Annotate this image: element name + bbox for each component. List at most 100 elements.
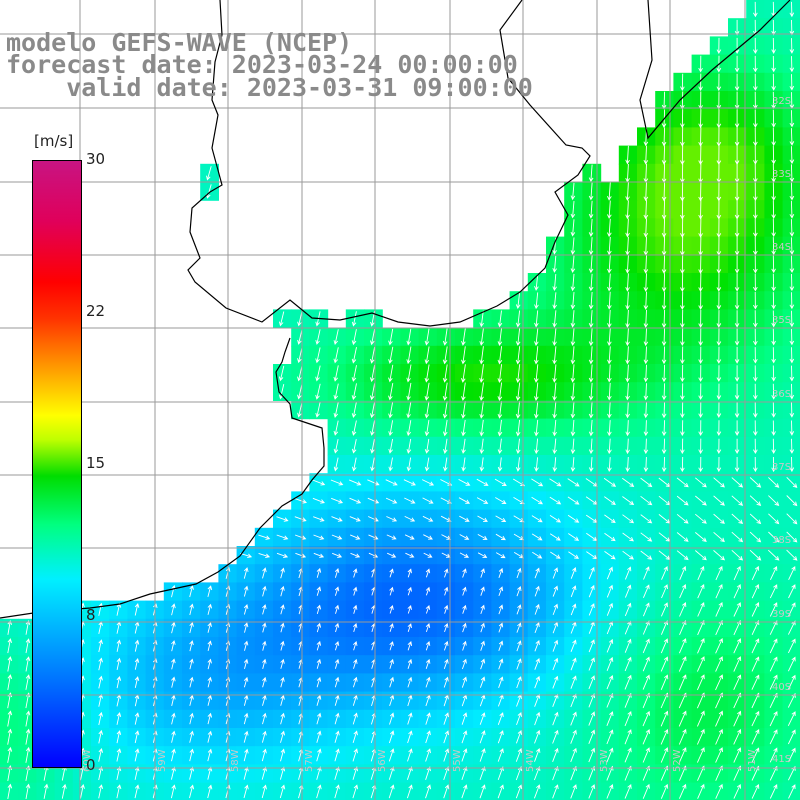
wind-arrow xyxy=(243,603,249,615)
wind-arrow xyxy=(534,274,539,291)
wind-arrow xyxy=(534,438,539,455)
wind-arrow xyxy=(461,382,466,401)
wind-arrow xyxy=(334,586,340,596)
wind-arrow xyxy=(570,182,576,201)
wind-arrow xyxy=(753,73,758,91)
wind-arrow xyxy=(661,145,667,165)
wind-arrow xyxy=(552,784,559,799)
wind-arrow xyxy=(388,364,394,383)
wind-arrow xyxy=(788,602,796,617)
wind-arrow xyxy=(407,623,412,632)
wind-arrow xyxy=(443,730,450,744)
longitude-label: 59W xyxy=(157,749,168,772)
wind-arrow xyxy=(607,328,612,347)
wind-arrow xyxy=(751,747,760,763)
wind-arrow xyxy=(333,383,339,400)
wind-arrow xyxy=(552,457,558,472)
wind-arrow xyxy=(734,109,740,129)
wind-arrow xyxy=(788,584,796,599)
wind-arrow xyxy=(534,603,540,615)
wind-arrow xyxy=(261,766,267,780)
wind-arrow xyxy=(516,658,522,670)
wind-arrow xyxy=(680,273,685,292)
wind-arrow xyxy=(207,766,213,780)
wind-arrow xyxy=(443,658,449,670)
wind-arrow xyxy=(787,747,796,763)
wind-arrow xyxy=(552,657,559,671)
wind-arrow xyxy=(480,640,486,651)
wind-arrow xyxy=(716,273,722,292)
wind-arrow xyxy=(771,237,776,256)
wind-arrow xyxy=(660,783,669,799)
wind-arrow xyxy=(789,328,795,346)
wind-arrow xyxy=(312,479,326,486)
wind-arrow xyxy=(716,420,722,437)
wind-arrow xyxy=(716,365,722,382)
wind-arrow xyxy=(315,329,321,345)
wind-arrow xyxy=(606,693,614,708)
wind-arrow xyxy=(424,401,430,419)
wind-arrow xyxy=(731,513,744,525)
wind-arrow xyxy=(570,255,576,274)
wind-arrow xyxy=(552,603,559,616)
wind-arrow xyxy=(552,639,559,652)
wind-arrow xyxy=(660,674,669,690)
wind-arrow xyxy=(570,292,576,310)
wind-arrow xyxy=(497,419,503,437)
wind-arrow xyxy=(552,364,557,383)
wind-arrow xyxy=(788,784,796,799)
wind-arrow xyxy=(552,419,557,437)
wind-arrow xyxy=(734,402,740,418)
wind-arrow xyxy=(461,438,466,454)
wind-arrow xyxy=(279,784,286,799)
wind-arrow xyxy=(171,658,176,670)
wind-arrow xyxy=(332,552,343,558)
wind-arrow xyxy=(607,401,612,419)
wind-arrow xyxy=(789,292,795,310)
wind-arrow xyxy=(258,534,271,540)
colorbar-tick-0: 0 xyxy=(86,756,96,774)
wind-arrow xyxy=(568,551,579,559)
wind-arrow xyxy=(116,748,122,762)
wind-arrow xyxy=(388,748,395,762)
wind-arrow xyxy=(459,552,470,558)
wind-arrow xyxy=(370,420,375,436)
wind-arrow xyxy=(406,346,412,365)
wind-arrow xyxy=(316,604,322,615)
wind-arrow xyxy=(570,657,577,671)
wind-arrow xyxy=(315,347,321,364)
wind-arrow xyxy=(661,364,667,383)
wind-arrow xyxy=(497,766,504,781)
wind-arrow xyxy=(479,748,486,762)
wind-arrow xyxy=(498,658,504,670)
wind-arrow xyxy=(7,674,13,690)
wind-arrow xyxy=(280,676,285,688)
wind-arrow xyxy=(440,515,452,522)
wind-arrow xyxy=(389,712,395,725)
wind-arrow xyxy=(479,364,484,383)
wind-arrow xyxy=(680,309,685,329)
wind-arrow xyxy=(643,254,649,274)
wind-arrow xyxy=(753,310,758,328)
wind-arrow xyxy=(262,658,267,670)
wind-arrow xyxy=(262,712,267,725)
wind-arrow xyxy=(643,346,649,365)
latitude-label: 33S xyxy=(772,169,791,180)
wind-arrow xyxy=(604,532,616,542)
wind-arrow xyxy=(622,550,634,560)
wind-arrow xyxy=(479,310,484,328)
wind-arrow xyxy=(698,438,703,455)
wind-arrow xyxy=(480,604,485,615)
wind-arrow xyxy=(497,328,503,346)
wind-arrow xyxy=(771,37,776,54)
wind-arrow xyxy=(280,748,286,762)
wind-arrow xyxy=(661,438,667,455)
wind-arrow xyxy=(280,567,285,579)
wind-arrow xyxy=(425,676,431,688)
wind-arrow xyxy=(643,200,649,220)
longitude-label: 56W xyxy=(377,749,388,772)
wind-arrow xyxy=(334,676,340,688)
wind-arrow xyxy=(588,584,595,598)
wind-arrow xyxy=(461,658,467,670)
